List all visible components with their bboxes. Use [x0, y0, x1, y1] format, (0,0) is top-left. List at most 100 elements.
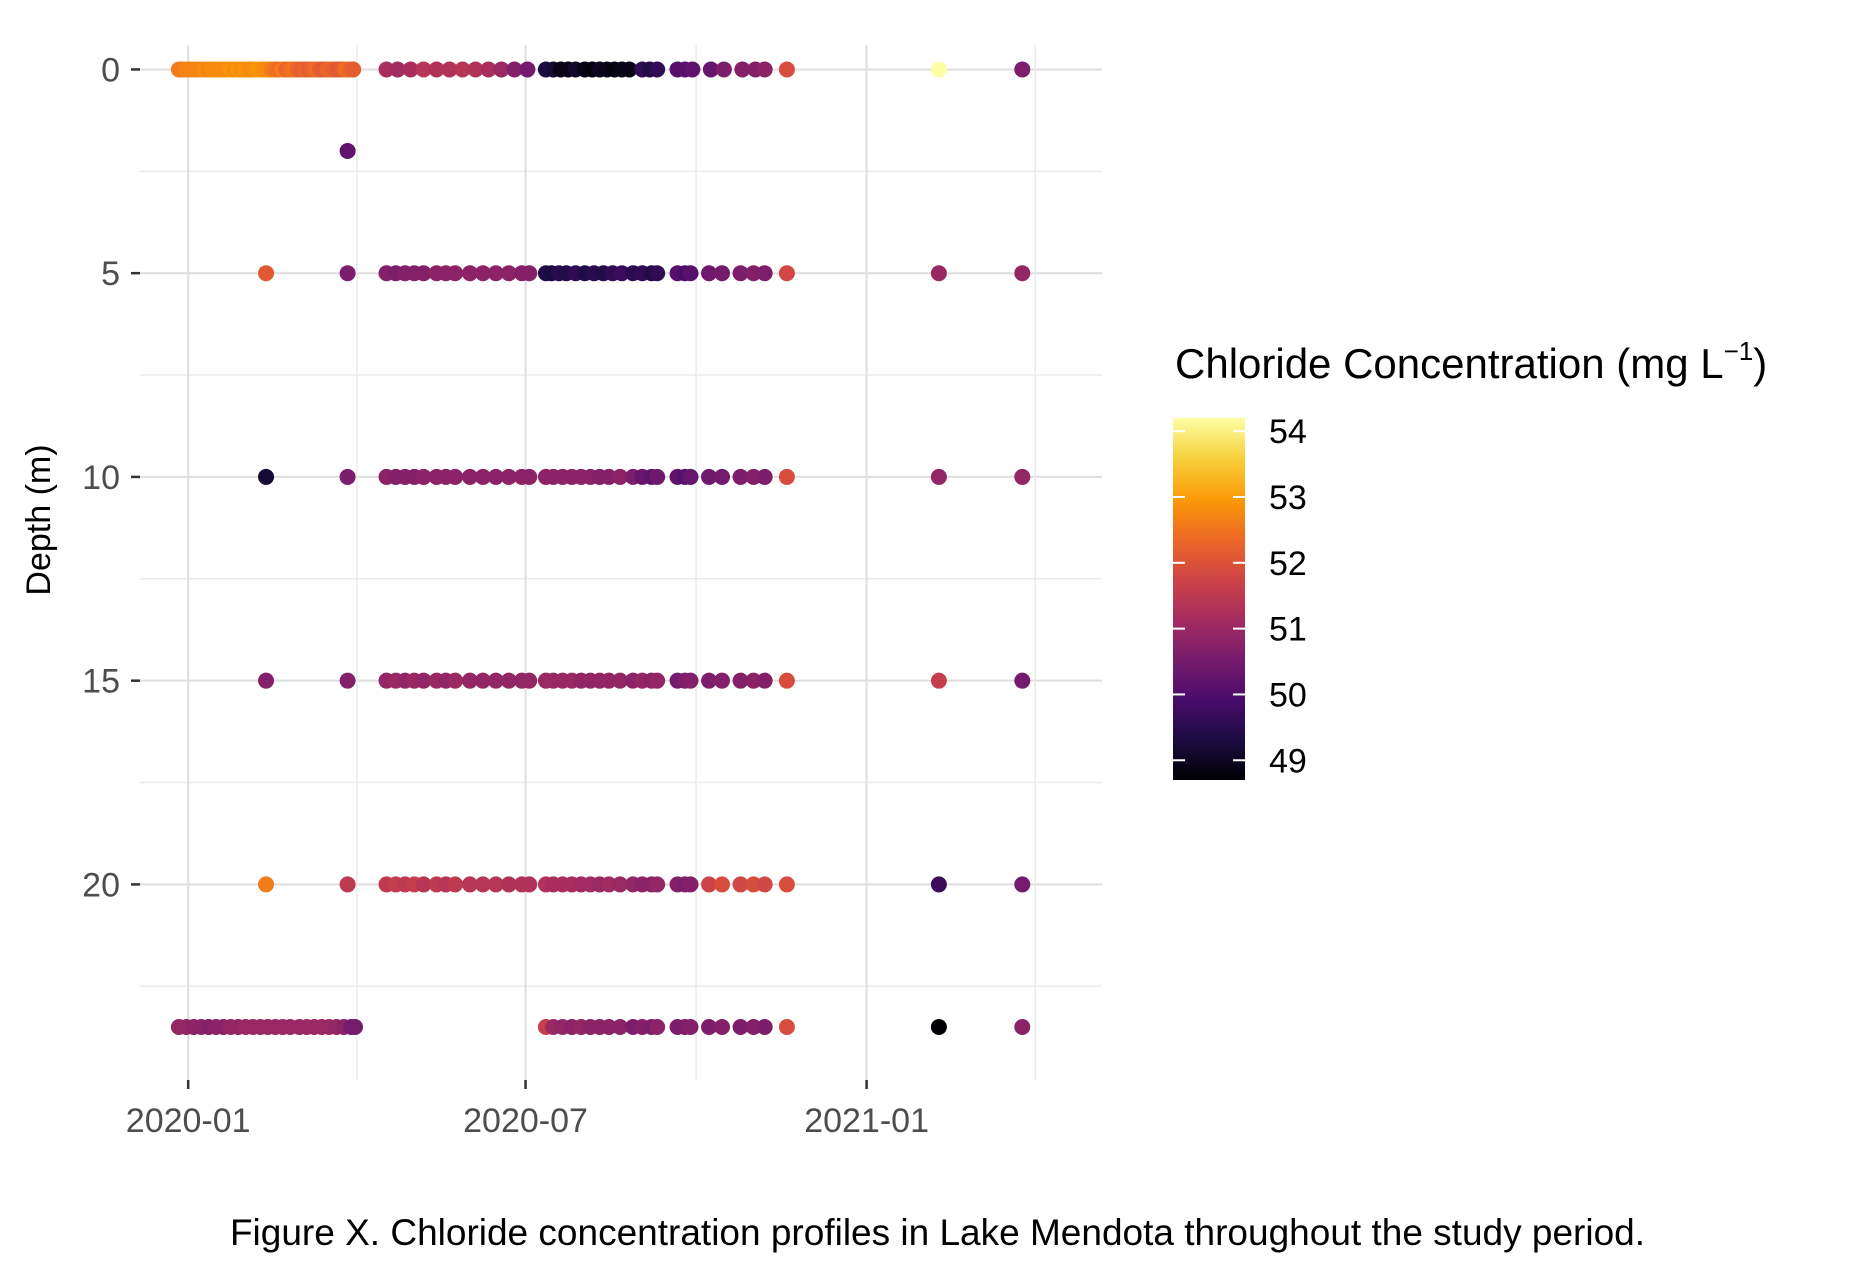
data-point [258, 468, 275, 485]
data-point [454, 61, 471, 78]
data-point [682, 468, 699, 485]
data-point [521, 265, 538, 282]
data-point [521, 468, 538, 485]
y-tick-label: 20 [82, 866, 120, 904]
data-point [461, 468, 478, 485]
data-point [732, 672, 749, 689]
data-point [339, 468, 356, 485]
y-tick-label: 15 [82, 663, 120, 701]
y-tick-label: 0 [101, 51, 120, 89]
data-point [1014, 672, 1031, 689]
data-point [778, 468, 795, 485]
legend-tick-label: 50 [1269, 676, 1307, 714]
data-point [258, 672, 275, 689]
data-point [682, 876, 699, 893]
legend-ticks: 54 53 52 51 50 49 [1173, 413, 1307, 780]
color-legend: Chloride Concentration (mg L−1) 54 53 52 51… [1173, 336, 1767, 780]
data-point [402, 61, 419, 78]
legend-title-close: ) [1753, 340, 1767, 387]
data-point [339, 265, 356, 282]
data-point [600, 672, 617, 689]
data-point [500, 672, 517, 689]
data-point [415, 672, 432, 689]
data-point [745, 468, 762, 485]
data-point [506, 61, 523, 78]
data-point [701, 265, 718, 282]
data-point [732, 876, 749, 893]
data-point [682, 265, 699, 282]
data-point [447, 876, 464, 893]
data-point [756, 468, 773, 485]
data-point [612, 468, 629, 485]
data-point [682, 1019, 699, 1036]
data-point [441, 61, 458, 78]
data-point [493, 61, 510, 78]
data-point [600, 876, 617, 893]
data-point [745, 672, 762, 689]
data-point [613, 265, 630, 282]
legend-tick-label: 52 [1269, 545, 1307, 583]
data-point [756, 876, 773, 893]
legend-title-unit: (mg L [1616, 340, 1723, 387]
x-tick-label: 2021-01 [804, 1102, 929, 1140]
data-point [714, 876, 731, 893]
legend-tick-label: 53 [1269, 479, 1307, 517]
data-point [467, 61, 484, 78]
data-point [612, 672, 629, 689]
data-point [521, 876, 538, 893]
data-points [170, 61, 1031, 1036]
data-point [415, 468, 432, 485]
data-point [930, 468, 947, 485]
data-point [714, 468, 731, 485]
data-point [930, 876, 947, 893]
data-point [600, 468, 617, 485]
data-point [734, 61, 751, 78]
data-point [415, 876, 432, 893]
x-tick-label: 2020-07 [463, 1102, 588, 1140]
colorbar [1173, 418, 1245, 780]
data-point [500, 468, 517, 485]
data-point [474, 265, 491, 282]
data-point [702, 61, 719, 78]
data-point [732, 265, 749, 282]
data-point [389, 61, 406, 78]
data-point [500, 876, 517, 893]
legend-title-main: Chloride Concentration [1175, 340, 1616, 387]
data-point [778, 876, 795, 893]
y-tick-label: 5 [101, 255, 120, 293]
data-point [447, 468, 464, 485]
data-point [258, 876, 275, 893]
y-axis-title: Depth (m) [20, 444, 58, 595]
data-point [745, 1019, 762, 1036]
legend-tick-label: 51 [1269, 611, 1307, 649]
data-point [1014, 468, 1031, 485]
data-point [778, 265, 795, 282]
data-point [732, 468, 749, 485]
data-point [500, 265, 517, 282]
data-point [415, 61, 432, 78]
data-point [701, 876, 718, 893]
data-point [714, 672, 731, 689]
legend-tick-label: 54 [1269, 413, 1307, 451]
data-point [415, 265, 432, 282]
data-point [339, 876, 356, 893]
x-tick-label: 2020-01 [126, 1102, 251, 1140]
data-point [649, 876, 666, 893]
data-point [487, 468, 504, 485]
data-point [756, 265, 773, 282]
data-point [778, 672, 795, 689]
data-point [701, 672, 718, 689]
data-point [1014, 265, 1031, 282]
legend-title-sup: −1 [1724, 336, 1754, 366]
data-point [649, 468, 666, 485]
data-point [649, 61, 666, 78]
y-axis: 0 5 10 15 20 [82, 51, 140, 904]
data-point [930, 265, 947, 282]
data-point [684, 61, 701, 78]
data-point [480, 61, 497, 78]
data-point [649, 672, 666, 689]
grid-lines [140, 45, 1102, 1080]
figure-caption: Figure X. Chloride concentration profile… [229, 1212, 1646, 1253]
data-point [930, 672, 947, 689]
data-point [612, 1019, 629, 1036]
